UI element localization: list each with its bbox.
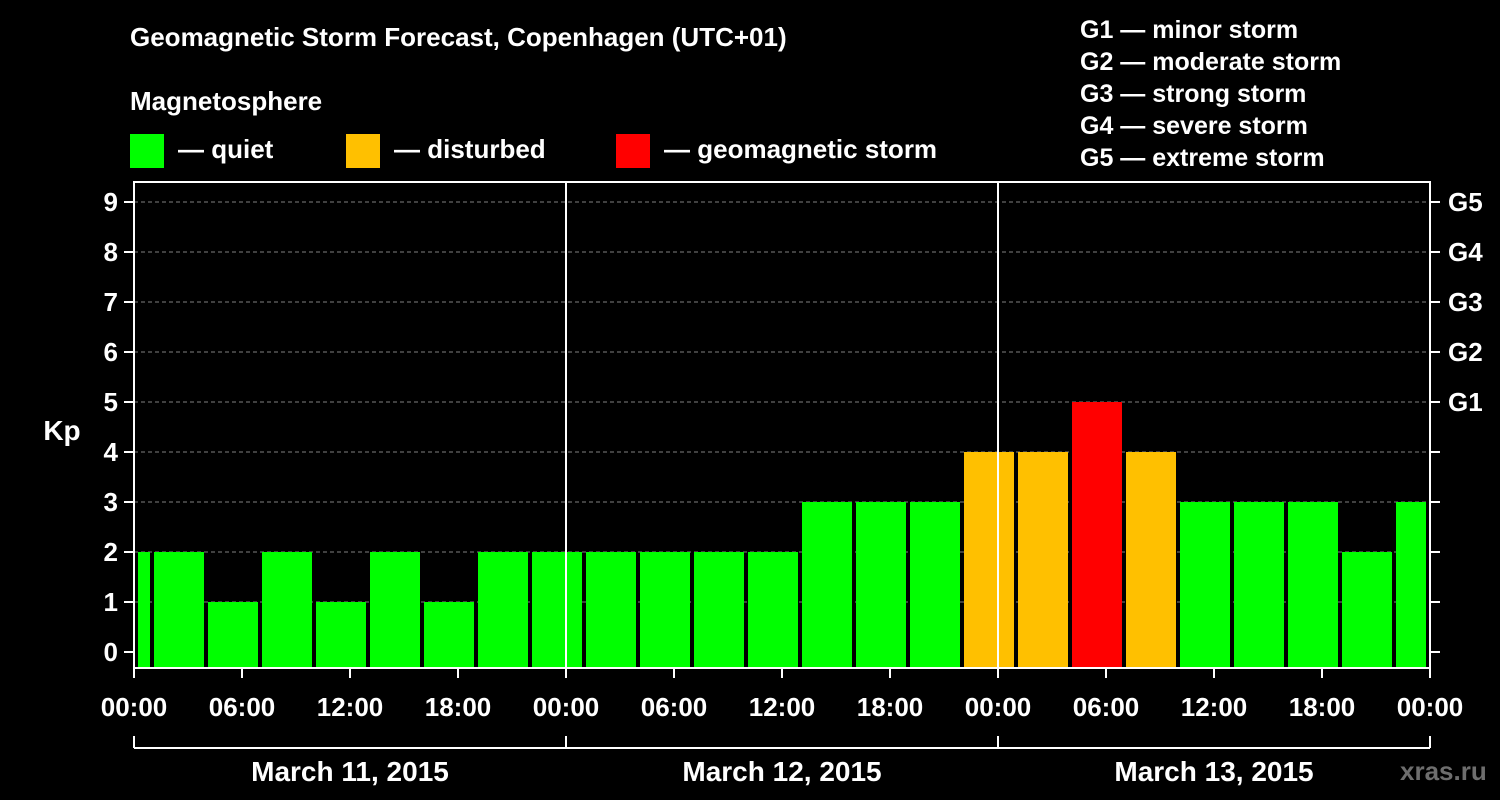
x-tick-label: 00:00	[533, 692, 600, 722]
g-scale-item-g5: G5 — extreme storm	[1080, 144, 1325, 172]
bar	[1126, 452, 1176, 668]
bar	[208, 602, 258, 668]
x-tick-label: 18:00	[1289, 692, 1356, 722]
bar	[1396, 502, 1426, 668]
bar	[532, 552, 582, 668]
y-tick-label: 2	[104, 537, 118, 567]
g-scale-item-g1: G1 — minor storm	[1080, 16, 1299, 44]
y-axis-label: Kp	[43, 415, 80, 446]
y-tick-label: 5	[104, 387, 118, 417]
right-tick-label: G2	[1448, 337, 1483, 367]
right-tick-label: G3	[1448, 287, 1483, 317]
bar	[478, 552, 528, 668]
legend-swatch-storm	[616, 134, 650, 168]
x-tick-label: 06:00	[1073, 692, 1140, 722]
chart-title: Geomagnetic Storm Forecast, Copenhagen (…	[130, 22, 787, 52]
x-tick-label: 06:00	[641, 692, 708, 722]
bar	[910, 502, 960, 668]
watermark: xras.ru	[1400, 756, 1487, 786]
bar	[424, 602, 474, 668]
y-tick-label: 8	[104, 237, 118, 267]
bar	[262, 552, 312, 668]
x-tick-label: 18:00	[425, 692, 492, 722]
bar	[802, 502, 852, 668]
g-scale-item-g2: G2 — moderate storm	[1080, 48, 1342, 76]
bar	[1234, 502, 1284, 668]
y-tick-label: 3	[104, 487, 118, 517]
bar	[1072, 402, 1122, 668]
right-tick-label: G1	[1448, 387, 1483, 417]
g-scale-item-g4: G4 — severe storm	[1080, 112, 1308, 140]
legend-label-storm: — geomagnetic storm	[664, 134, 938, 164]
x-tick-label: 12:00	[749, 692, 816, 722]
bar	[1342, 552, 1392, 668]
y-tick-label: 0	[104, 637, 118, 667]
bar	[694, 552, 744, 668]
bar	[1288, 502, 1338, 668]
g-scale-legend: G1 — minor storm G2 — moderate storm G3 …	[1080, 14, 1341, 174]
legend-swatch-disturbed	[346, 134, 380, 168]
y-tick-label: 4	[104, 437, 119, 467]
day-label: March 13, 2015	[1114, 756, 1313, 787]
x-tick-label: 00:00	[101, 692, 168, 722]
bar	[748, 552, 798, 668]
legend-swatch-quiet	[130, 134, 164, 168]
g-scale-item-g3: G3 — strong storm	[1080, 80, 1307, 108]
bar	[586, 552, 636, 668]
x-tick-label: 00:00	[1397, 692, 1464, 722]
day-label: March 12, 2015	[682, 756, 881, 787]
legend-heading: Magnetosphere	[130, 86, 323, 116]
x-tick-label: 06:00	[209, 692, 276, 722]
bar	[370, 552, 420, 668]
right-tick-label: G5	[1448, 187, 1483, 217]
bar	[154, 552, 204, 668]
x-tick-label: 18:00	[857, 692, 924, 722]
bar	[138, 552, 150, 668]
bar	[1180, 502, 1230, 668]
y-tick-label: 6	[104, 337, 118, 367]
bar	[1018, 452, 1068, 668]
x-tick-label: 12:00	[317, 692, 384, 722]
y-tick-label: 7	[104, 287, 118, 317]
legend-label-quiet: — quiet	[178, 134, 274, 164]
bar	[964, 452, 1014, 668]
x-tick-label: 00:00	[965, 692, 1032, 722]
bar	[316, 602, 366, 668]
day-label: March 11, 2015	[251, 756, 449, 787]
bar	[640, 552, 690, 668]
bar	[856, 502, 906, 668]
x-tick-label: 12:00	[1181, 692, 1248, 722]
right-tick-label: G4	[1448, 237, 1483, 267]
legend-label-disturbed: — disturbed	[394, 134, 546, 164]
y-tick-label: 9	[104, 187, 118, 217]
y-tick-label: 1	[104, 587, 118, 617]
